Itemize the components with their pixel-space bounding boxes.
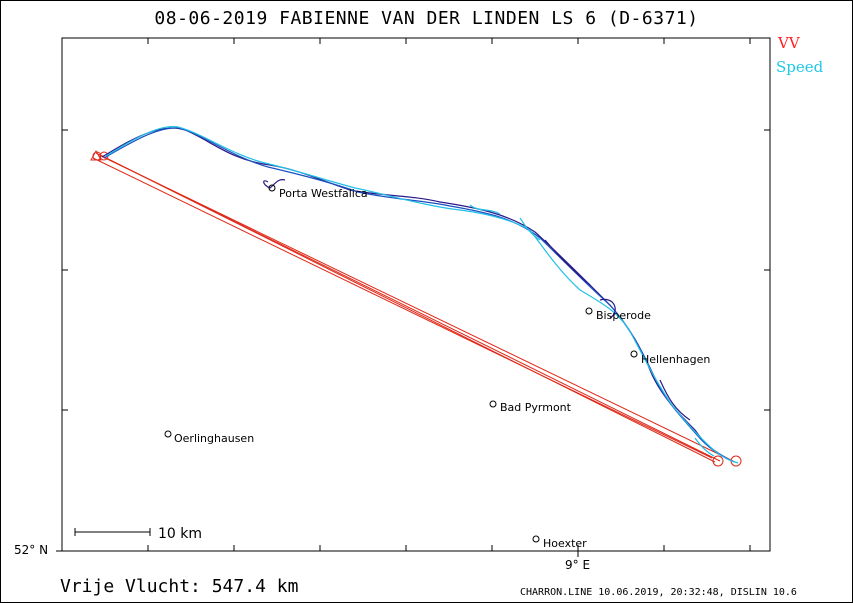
track-light (105, 125, 739, 464)
vv-markers (90, 149, 742, 467)
town-hoexter-marker (532, 535, 540, 543)
right-ticks (764, 129, 770, 411)
town-bad-pyrmont-marker (489, 400, 497, 408)
town-porta-westfalica-marker (268, 184, 276, 192)
track-mid (103, 127, 735, 463)
town-porta-westfalica: Porta Westfalica (279, 187, 368, 200)
plot-frame (61, 37, 771, 552)
town-oerlinghausen: Oerlinghausen (174, 432, 255, 445)
flight-tracks (101, 125, 739, 464)
track-light-2 (469, 204, 715, 457)
town-hoexter: Hoexter (543, 537, 587, 550)
longitude-label: 9° E (565, 558, 591, 572)
town-hellenhagen-marker (630, 350, 638, 358)
town-bisperode-marker (585, 307, 593, 315)
chart-title: 08-06-2019 FABIENNE VAN DER LINDEN LS 6 … (154, 8, 699, 29)
top-ticks (147, 38, 751, 44)
left-ticks (56, 129, 68, 552)
latitude-label: 52° N (14, 543, 49, 557)
town-oerlinghausen-marker (164, 430, 172, 438)
scale-bar (74, 528, 151, 536)
legend-vv: VV (778, 34, 800, 52)
scale-bar-label: 10 km (158, 526, 203, 542)
track-dark-2 (263, 179, 691, 421)
legend-speed: Speed (776, 58, 824, 76)
vv-lines (92, 152, 736, 463)
footer-credit: CHARRON.LINE 10.06.2019, 20:32:48, DISLI… (520, 587, 797, 598)
town-bad-pyrmont: Bad Pyrmont (500, 401, 571, 414)
town-bisperode: Bisperode (596, 309, 651, 322)
distance-readout: Vrije Vlucht: 547.4 km (60, 576, 299, 597)
town-markers (164, 184, 638, 543)
bottom-ticks (147, 545, 751, 557)
town-hellenhagen: Hellenhagen (641, 353, 711, 366)
track-dark (101, 127, 731, 461)
